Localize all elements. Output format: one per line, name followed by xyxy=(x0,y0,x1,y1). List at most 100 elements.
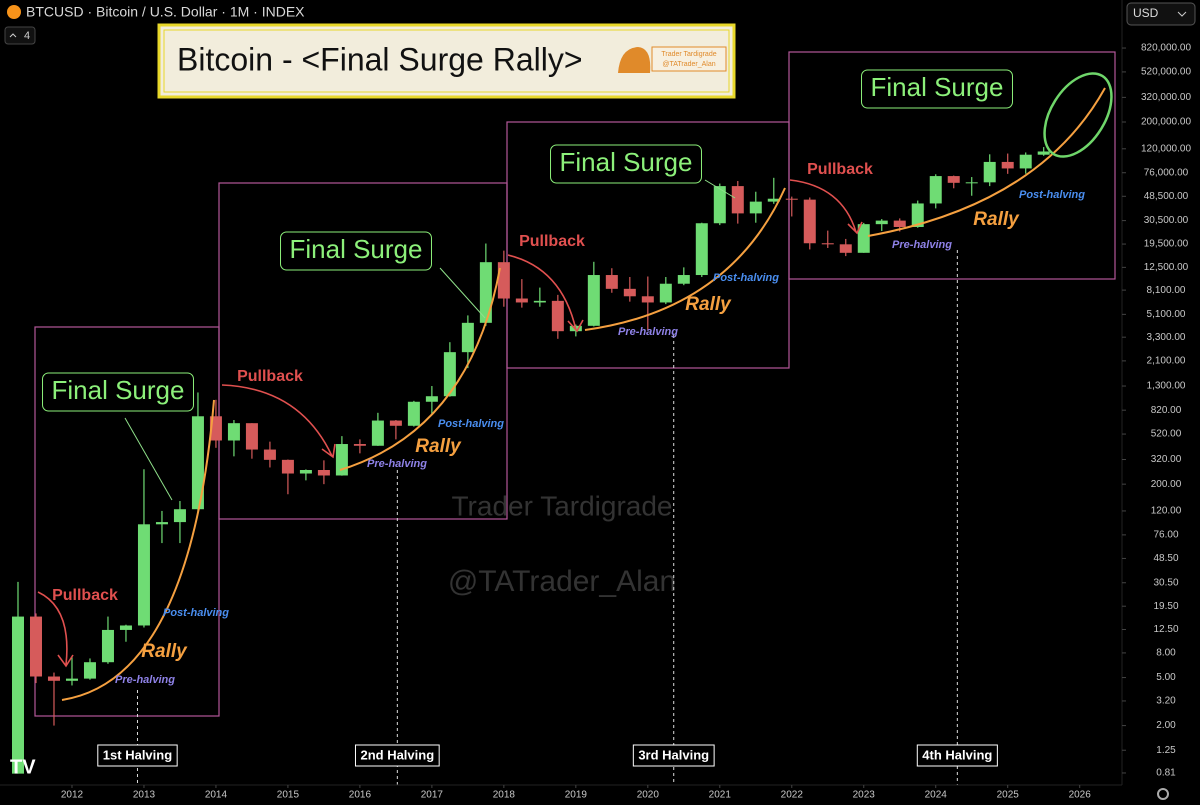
y-tick-label: 5,100.00 xyxy=(1147,309,1186,320)
phase-boxes xyxy=(34,51,1116,717)
y-tick-label: 19.50 xyxy=(1153,601,1178,612)
candle-body xyxy=(749,201,762,214)
candle-body xyxy=(65,678,78,681)
settings-icon[interactable] xyxy=(1157,788,1169,800)
candle-body xyxy=(947,176,960,183)
candle-body xyxy=(389,420,402,426)
final-surge-box xyxy=(550,144,702,184)
halving-label: 4th Halving xyxy=(922,747,992,762)
candles xyxy=(11,147,1050,774)
y-tick-label: 19,500.00 xyxy=(1144,239,1189,250)
annotations: 1st Halving 2nd Halving 3rd Halving 4th Hal… xyxy=(42,69,1085,785)
pre-halving-label: Pre-halving xyxy=(367,458,427,470)
candle-body xyxy=(299,470,312,474)
rally-label: Rally xyxy=(685,294,732,315)
y-tick-label: 8,100.00 xyxy=(1147,285,1186,296)
candle-body xyxy=(191,416,204,510)
candle-body xyxy=(731,186,744,214)
candle-body xyxy=(515,298,528,303)
candle-body xyxy=(551,300,564,332)
candle-body xyxy=(857,224,870,253)
currency-select[interactable] xyxy=(1126,2,1196,26)
candle-body xyxy=(443,352,456,397)
logo-name: Trader Tardigrade xyxy=(661,51,716,58)
x-tick-label: 2014 xyxy=(205,790,228,801)
final-surge-label: Final Surge xyxy=(560,147,693,177)
final-surge-label: Final Surge xyxy=(871,72,1004,102)
candle-body xyxy=(893,220,906,227)
halving-box xyxy=(632,744,715,767)
x-tick-label: 2012 xyxy=(61,790,84,801)
rally-curve xyxy=(867,87,1106,237)
pullback-arrow xyxy=(789,179,863,235)
y-tick-label: 200.00 xyxy=(1151,479,1182,490)
candle-body xyxy=(479,262,492,323)
x-tick-label: 2019 xyxy=(565,790,588,801)
pullback-label: Pullback xyxy=(807,161,873,178)
candle-body xyxy=(407,401,420,426)
target-ellipse xyxy=(1043,72,1113,158)
y-tick-label: 30,500.00 xyxy=(1144,215,1189,226)
tv-logo: TV xyxy=(10,756,36,778)
candle-body xyxy=(875,220,888,225)
y-tick-label: 520,000.00 xyxy=(1141,67,1191,78)
candle-body xyxy=(1019,154,1032,169)
rally-curve xyxy=(584,187,786,331)
candle-body xyxy=(119,625,132,630)
candle-body xyxy=(623,288,636,297)
y-tick-label: 48,500.00 xyxy=(1144,191,1189,202)
x-tick-label: 2023 xyxy=(853,790,876,801)
candle-body xyxy=(137,524,150,626)
halving-box xyxy=(354,744,440,767)
candle-body xyxy=(533,300,546,303)
halving-box xyxy=(916,744,998,767)
pullback-label: Pullback xyxy=(519,233,585,250)
y-tick-label: 76,000.00 xyxy=(1144,167,1189,178)
watermark: Trader Tardigrade xyxy=(451,490,672,521)
candle-body xyxy=(227,423,240,441)
rally-label: Rally xyxy=(973,209,1020,230)
x-tick-label: 2017 xyxy=(421,790,444,801)
y-tick-label: 0.81 xyxy=(1156,768,1176,779)
post-halving-label: Post-halving xyxy=(713,272,779,284)
callout-line xyxy=(704,179,736,199)
banner-title: Bitcoin - <Final Surge Rally> xyxy=(177,41,583,77)
symbol-title: BTCUSD · Bitcoin / U.S. Dollar · 1M · IN… xyxy=(26,4,305,20)
x-tick-label: 2021 xyxy=(709,790,732,801)
currency-label: USD xyxy=(1133,6,1159,20)
indicator-toggle[interactable] xyxy=(4,26,36,45)
candle-body xyxy=(83,662,96,679)
candle-body xyxy=(713,186,726,224)
candle-body xyxy=(1001,161,1014,169)
final-surge-box xyxy=(861,69,1013,109)
candle-body xyxy=(335,444,348,476)
x-tick-label: 2016 xyxy=(349,790,372,801)
candle-body xyxy=(983,161,996,183)
pre-halving-label: Pre-halving xyxy=(892,239,952,251)
pullback-arrow xyxy=(221,384,336,459)
final-surge-label: Final Surge xyxy=(52,375,185,405)
banner-inner xyxy=(163,29,730,93)
logo-icon xyxy=(618,47,651,73)
y-tick-label: 3.20 xyxy=(1156,696,1176,707)
chevron xyxy=(9,33,17,38)
y-tick-label: 12,500.00 xyxy=(1144,262,1189,273)
final-surge-box xyxy=(280,231,432,271)
y-tick-label: 120,000.00 xyxy=(1141,143,1191,154)
halving-label: 2nd Halving xyxy=(360,747,434,762)
candle-body xyxy=(425,396,438,402)
pre-halving-label: Pre-halving xyxy=(115,674,175,686)
y-tick-label: 200,000.00 xyxy=(1141,117,1191,128)
candle-body xyxy=(245,423,258,450)
x-tick-label: 2015 xyxy=(277,790,300,801)
candle-body xyxy=(155,522,168,525)
candle-body xyxy=(839,244,852,253)
candle-body xyxy=(461,322,474,353)
y-tick-label: 820.00 xyxy=(1151,405,1182,416)
candle-body xyxy=(929,176,942,204)
candle-body xyxy=(605,275,618,289)
callout-lines xyxy=(124,179,736,501)
x-tick-label: 2024 xyxy=(925,790,948,801)
y-tick-label: 76.00 xyxy=(1153,530,1178,541)
